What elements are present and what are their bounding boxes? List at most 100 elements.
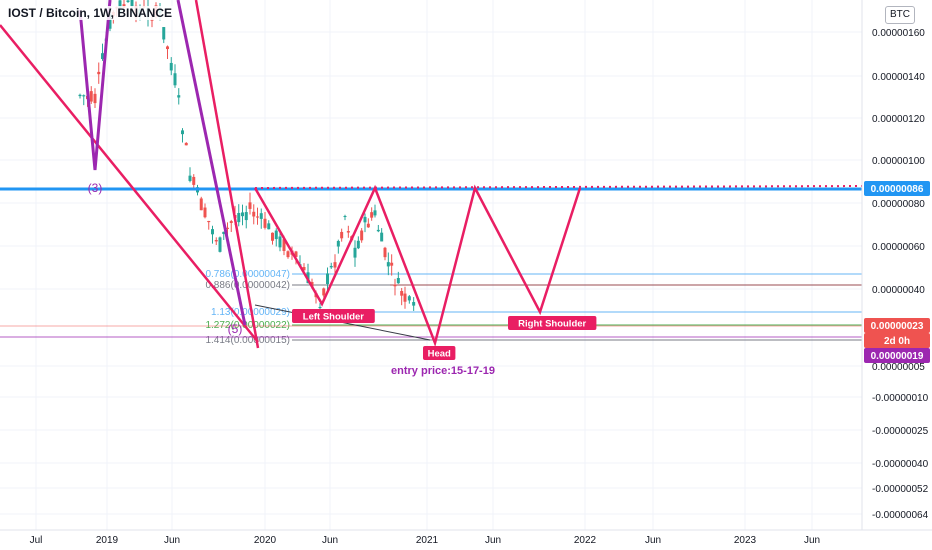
trend-line [0,24,259,343]
pattern-labels: Left Shoulder Head Right Shoulder (3) (5) ent… [88,181,597,377]
head-label: Head [428,349,451,360]
wave-5-label: (5) [228,322,243,336]
candle-body [226,227,229,229]
candle-body [222,231,226,234]
x-tick-label: Jul [30,535,43,546]
candle-body [376,229,380,232]
candle-body [181,130,184,135]
x-tick-label: 2022 [574,535,597,546]
x-tick-label: 2020 [254,535,277,546]
grid [0,0,862,530]
x-tick-label: Jun [322,535,338,546]
candle-body [244,212,248,221]
candle-body [184,142,188,146]
candle-body [400,291,404,296]
candle-body [126,0,130,3]
head-and-shoulders-pattern [253,184,582,348]
y-tick-label: -0.00000064 [872,510,929,521]
candle-body [211,229,214,235]
x-tick-label: Jun [804,535,820,546]
candle-body [214,240,218,242]
candle-body [286,251,290,258]
candle-body [108,14,112,29]
fib-label: 1.272(0.00000022) [205,320,290,331]
candle-body [412,302,416,306]
entry-price-annotation: entry price:15-17-19 [391,365,495,377]
candle-body [150,19,154,21]
candle-body [383,247,387,258]
candle-body [237,213,241,223]
candle-body [333,262,337,268]
candle-body [93,93,97,104]
x-tick-label: Jun [164,535,180,546]
candle-body [271,232,274,241]
y-tick-label: 0.00000080 [872,199,925,210]
left-shoulder-label-bg [292,309,375,323]
price-label-bg [864,348,930,363]
candle-body [356,240,360,249]
candle-body [373,210,377,216]
price-axis[interactable]: 0.00000160 0.00000140 0.00000120 0.00000100… [861,0,930,530]
price-label: 0.00000023 [871,321,924,332]
candle-body [248,202,252,209]
candle-body [340,231,344,239]
candle-body [169,62,173,71]
candle-body [101,53,104,59]
time-axis[interactable]: Jul 2019 Jun 2020 Jun 2021 Jun 2022 Jun 2023 Jun [0,529,932,546]
candle-body [396,278,400,284]
candle-body [207,220,211,223]
x-tick-label: Jun [485,535,501,546]
candle-body [353,247,357,258]
candle-body [241,212,244,217]
candle-body [166,46,169,50]
y-tick-label: 0.00000100 [872,156,925,167]
y-tick-label: 0.00000160 [872,28,925,39]
candle-body [82,95,86,97]
candle-body [97,71,101,75]
candle-body [282,239,286,251]
candle-body [252,211,256,217]
candle-body [259,213,263,219]
candle-body [256,216,259,218]
candle-body [274,230,278,240]
candle-body [403,293,407,302]
price-label: 0.00000019 [871,351,924,362]
left-shoulder-label: Left Shoulder [303,312,365,323]
candle-body [177,95,181,98]
head-label-bg [423,346,456,360]
y-tick-label: 0.00000120 [872,114,925,125]
right-shoulder-label-bg [508,316,597,330]
y-tick-label: -0.00000025 [872,426,929,437]
trend-line [194,0,260,349]
candle-body [278,236,282,248]
elliott-wave [78,0,112,171]
currency-button[interactable]: BTC [885,6,915,24]
x-tick-label: Jun [645,535,661,546]
candle-body [390,262,394,266]
candle-body [199,198,203,211]
symbol-title: IOST / Bitcoin, 1W, BINANCE [6,6,175,20]
candle-body [407,296,411,301]
candle-body [263,218,267,228]
candle-body [360,230,364,241]
x-tick-label: 2021 [416,535,439,546]
y-tick-label: -0.00000052 [872,484,929,495]
candle-body [322,288,326,296]
y-tick-label: 0.00000005 [872,362,925,373]
candle-body [318,306,322,309]
candle-body [386,262,390,267]
candle-body [162,27,166,40]
candle-body [229,221,233,224]
candle-body [370,212,374,218]
y-tick-label: 0.00000140 [872,72,925,83]
price-label: 2d 0h [884,336,910,347]
price-label-bg [864,181,930,196]
drawings [0,0,863,349]
right-shoulder-label: Right Shoulder [518,319,586,330]
price-label: 0.00000086 [871,184,924,195]
candle-body [130,0,134,7]
candle-body [188,175,192,181]
candle-body [192,176,196,185]
candle-body [89,91,93,102]
